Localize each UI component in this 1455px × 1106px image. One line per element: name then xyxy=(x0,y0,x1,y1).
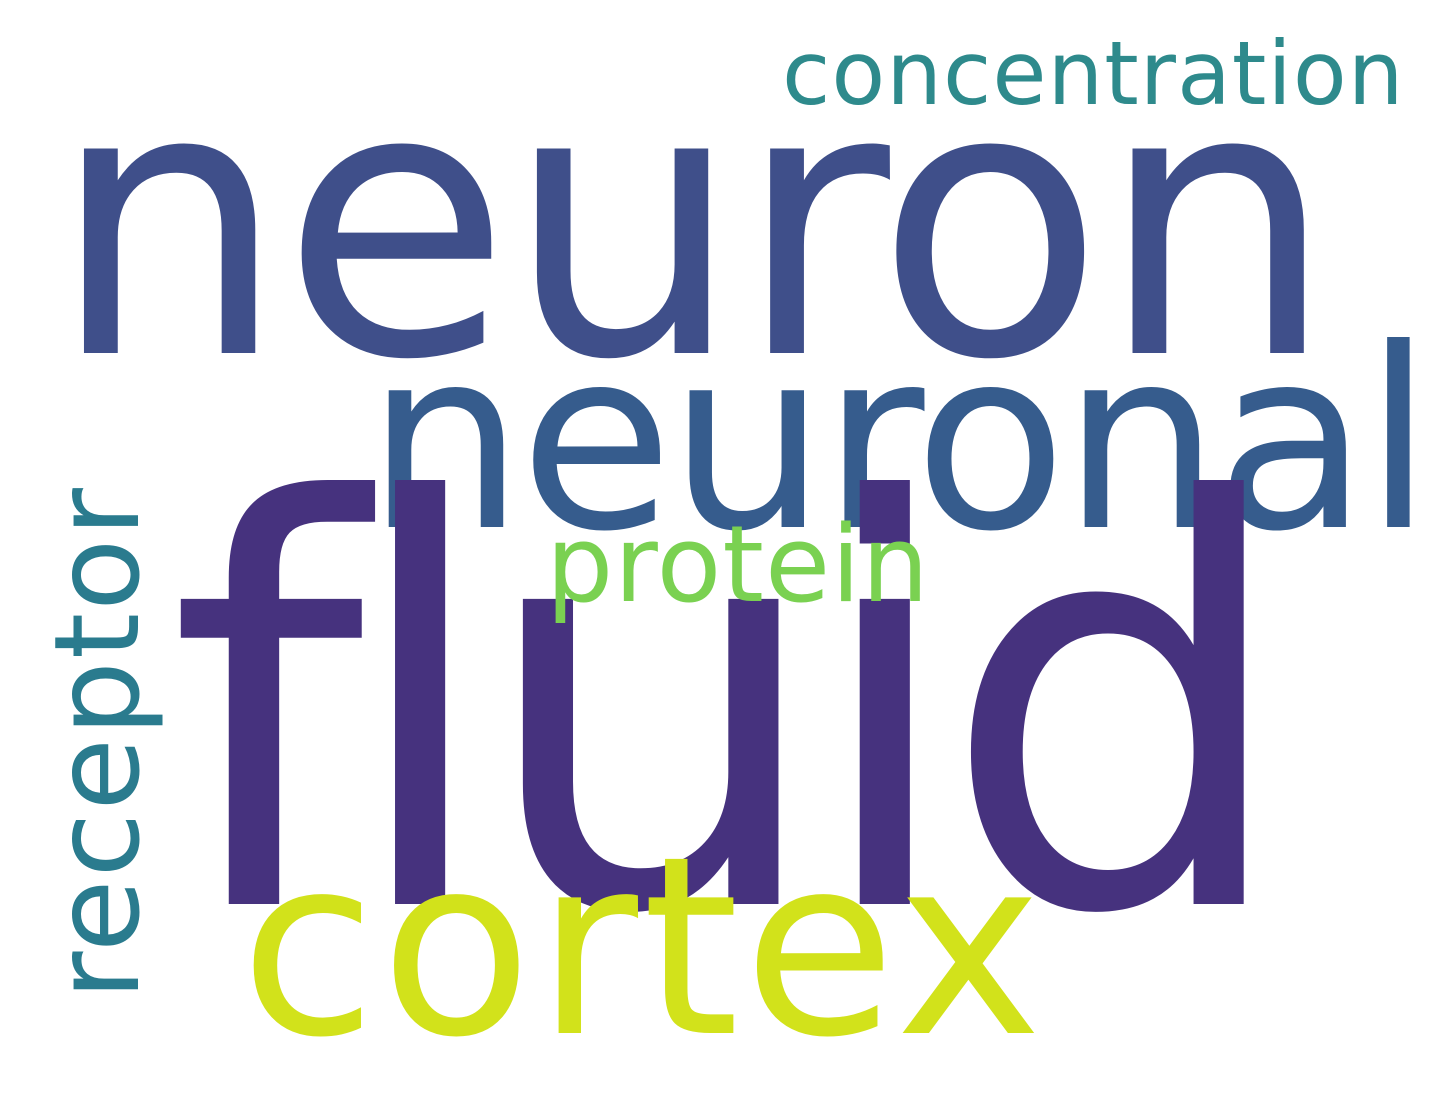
word-cortex: cortex xyxy=(240,804,1047,1092)
word-neuron: neuron xyxy=(50,7,1336,442)
word-fluid: fluid xyxy=(168,386,1294,1036)
word-concentration: concentration xyxy=(782,22,1405,125)
word-protein: protein xyxy=(546,503,930,626)
word-neuronal: neuronal xyxy=(366,295,1433,586)
word-receptor: receptor xyxy=(28,486,166,1000)
